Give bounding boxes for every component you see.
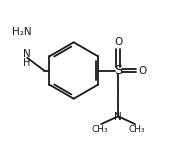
Text: N: N: [114, 112, 122, 122]
Text: O: O: [138, 66, 146, 75]
Text: H: H: [23, 58, 30, 68]
Text: S: S: [114, 64, 122, 77]
Text: O: O: [114, 37, 122, 47]
Text: CH₃: CH₃: [91, 125, 108, 134]
Text: H₂N: H₂N: [12, 27, 32, 37]
Text: CH₃: CH₃: [128, 125, 145, 134]
Text: N: N: [23, 49, 30, 59]
